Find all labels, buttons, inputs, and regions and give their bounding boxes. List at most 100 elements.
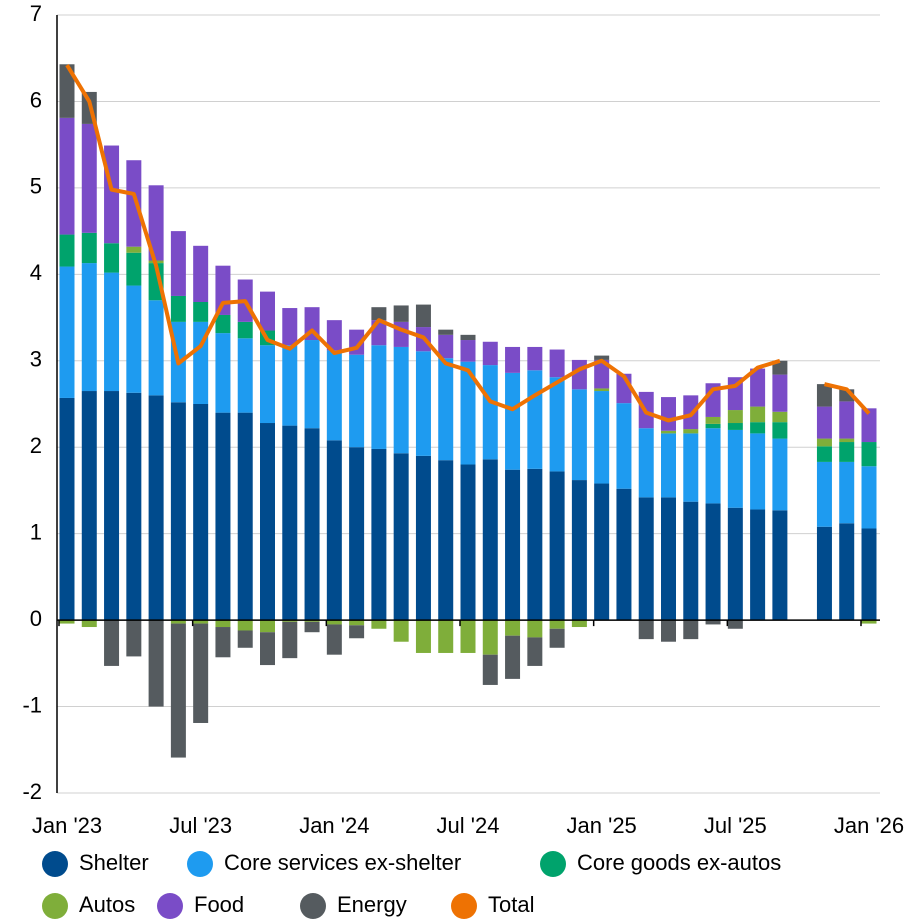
bar-segment [861, 408, 877, 443]
bar-segment [126, 620, 142, 657]
x-tick-label: Jul '24 [437, 813, 500, 838]
bar-segment [393, 346, 409, 454]
bar-segment [527, 370, 543, 469]
bar-segment [727, 410, 743, 424]
bar-segment [415, 620, 431, 653]
y-tick-label: -1 [22, 692, 42, 717]
bar-segment [326, 440, 342, 621]
bar-segment [482, 341, 498, 366]
bar-segment [750, 406, 766, 423]
bar-segment [549, 471, 565, 621]
bar-segment [705, 503, 721, 621]
bar-segment [683, 620, 699, 640]
bar-segment [126, 392, 142, 621]
x-tick-label: Jan '24 [299, 813, 369, 838]
bar-segment [237, 412, 253, 621]
bar-segment [215, 333, 231, 413]
bar-segment [81, 620, 97, 628]
bar-segment [460, 340, 476, 362]
x-tick-label: Jan '26 [834, 813, 904, 838]
legend-marker [300, 893, 326, 919]
bar-segment [393, 305, 409, 322]
bar-segment [148, 395, 164, 621]
bar-segment [705, 416, 721, 424]
legend-label: Core services ex-shelter [224, 850, 461, 875]
bar-segment [304, 621, 320, 633]
bar-segment [104, 145, 120, 244]
total-line [65, 64, 781, 423]
bar-segment [193, 623, 209, 723]
bar-segment [505, 346, 521, 373]
bar-segment [438, 620, 454, 653]
bar-segment [816, 526, 832, 621]
bar-segment [750, 368, 766, 407]
bar-segment [215, 627, 231, 658]
y-tick-label: 2 [30, 433, 42, 458]
bar-segment [661, 397, 676, 431]
y-tick-label: 0 [30, 606, 42, 631]
bar-segment [170, 623, 186, 758]
bar-segment [505, 635, 521, 679]
x-tick-label: Jul '25 [704, 813, 767, 838]
bar-segment [215, 265, 231, 315]
bar-segment [750, 422, 766, 434]
bar-segment [816, 438, 832, 447]
y-tick-label: 7 [30, 1, 42, 26]
bar-segment [282, 308, 298, 346]
bar-segment [861, 466, 877, 529]
bar-segment [772, 374, 788, 412]
bar-segment [104, 620, 120, 666]
bar-segment [59, 234, 75, 267]
bar-segment [170, 295, 186, 322]
bar-segment [282, 425, 298, 621]
bar-segment [638, 428, 654, 498]
bar-segment [460, 334, 476, 341]
legend-marker [157, 893, 183, 919]
bar-segment [126, 252, 142, 286]
legend-label: Shelter [79, 850, 149, 875]
bar-segment [616, 403, 632, 489]
legend-label: Energy [337, 892, 407, 917]
bar-segment [438, 358, 454, 461]
bar-segment [104, 391, 120, 621]
bar-segment [304, 620, 320, 622]
bar-segment [638, 497, 654, 621]
bar-segment [594, 388, 610, 392]
bar-segment [415, 455, 431, 621]
bar-segment [81, 263, 97, 392]
bar-segment [193, 245, 209, 302]
bar-segment [415, 304, 431, 328]
bar-segment [215, 620, 231, 628]
bar-segment [260, 291, 275, 331]
y-tick-label: 6 [30, 87, 42, 112]
bar-segment [260, 423, 275, 621]
y-tick-label: -2 [22, 779, 42, 804]
bar-segment [571, 389, 587, 481]
bar-segment [816, 384, 832, 407]
legend-label: Autos [79, 892, 135, 917]
legend-label: Food [194, 892, 244, 917]
bar-segment [482, 654, 498, 685]
bar-segment [861, 620, 877, 624]
bar-segment [415, 351, 431, 456]
bar-segment [816, 406, 832, 439]
bar-segment [460, 620, 476, 653]
y-tick-label: 4 [30, 260, 42, 285]
bar-segment [482, 365, 498, 460]
bar-segment [59, 64, 75, 118]
bar-segment [59, 117, 75, 235]
bar-segment [527, 620, 543, 638]
bar-segment [705, 620, 721, 625]
bar-segment [594, 391, 610, 484]
bar-segment [237, 338, 253, 413]
bar-segment [571, 620, 587, 628]
bar-segment [505, 469, 521, 621]
bar-segment [371, 345, 387, 449]
bar-segment [371, 307, 387, 321]
x-tick-label: Jan '23 [32, 813, 102, 838]
bar-segment [81, 123, 97, 233]
bar-segment [304, 428, 320, 621]
bar-segment [282, 621, 298, 659]
bar-segment [349, 354, 365, 448]
bar-segment [571, 480, 587, 621]
